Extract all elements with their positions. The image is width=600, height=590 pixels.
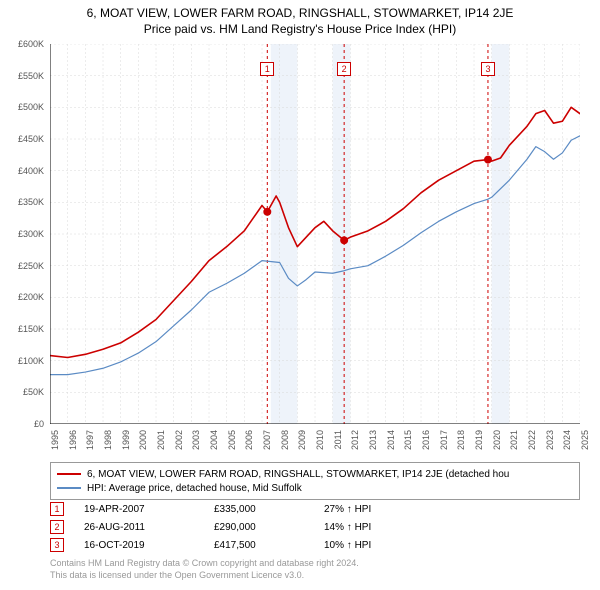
footer-line1: Contains HM Land Registry data © Crown c… — [50, 558, 359, 570]
chart-svg — [50, 44, 580, 424]
legend-row: HPI: Average price, detached house, Mid … — [57, 481, 573, 495]
legend-label: 6, MOAT VIEW, LOWER FARM ROAD, RINGSHALL… — [87, 469, 509, 480]
chart-container: 6, MOAT VIEW, LOWER FARM ROAD, RINGSHALL… — [0, 0, 600, 590]
x-axis-labels: 1995 1996 1997 1998 1999 2000 2001 2002 2003 2004… — [50, 426, 580, 466]
event-row: 2 26-AUG-2011£290,00014% ↑ HPI — [50, 518, 580, 536]
event-date: 16-OCT-2019 — [84, 540, 214, 551]
x-tick-label: 2020 — [492, 430, 502, 450]
footer: Contains HM Land Registry data © Crown c… — [50, 558, 359, 581]
x-tick-label: 1996 — [68, 430, 78, 450]
event-date: 26-AUG-2011 — [84, 522, 214, 533]
event-number: 1 — [50, 502, 64, 516]
x-tick-label: 2001 — [156, 430, 166, 450]
y-tick-label: £350K — [18, 197, 44, 207]
title-main: 6, MOAT VIEW, LOWER FARM ROAD, RINGSHALL… — [10, 6, 590, 20]
y-tick-label: £500K — [18, 102, 44, 112]
y-tick-label: £550K — [18, 71, 44, 81]
legend-swatch — [57, 487, 81, 489]
x-tick-label: 2024 — [562, 430, 572, 450]
y-tick-label: £100K — [18, 356, 44, 366]
legend-row: 6, MOAT VIEW, LOWER FARM ROAD, RINGSHALL… — [57, 467, 573, 481]
y-tick-label: £200K — [18, 292, 44, 302]
event-price: £290,000 — [214, 522, 324, 533]
y-tick-label: £250K — [18, 261, 44, 271]
title-sub: Price paid vs. HM Land Registry's House … — [10, 22, 590, 36]
event-callout: 1 — [260, 62, 274, 76]
y-tick-label: £0 — [34, 419, 44, 429]
x-tick-label: 1998 — [103, 430, 113, 450]
legend: 6, MOAT VIEW, LOWER FARM ROAD, RINGSHALL… — [50, 462, 580, 500]
x-tick-label: 2005 — [227, 430, 237, 450]
x-tick-label: 2006 — [244, 430, 254, 450]
x-tick-label: 2008 — [280, 430, 290, 450]
x-tick-label: 2021 — [509, 430, 519, 450]
event-date: 19-APR-2007 — [84, 504, 214, 515]
x-tick-label: 2009 — [297, 430, 307, 450]
y-tick-label: £300K — [18, 229, 44, 239]
x-tick-label: 1999 — [121, 430, 131, 450]
x-tick-label: 2010 — [315, 430, 325, 450]
x-tick-label: 2007 — [262, 430, 272, 450]
x-tick-label: 2017 — [439, 430, 449, 450]
x-tick-label: 2003 — [191, 430, 201, 450]
event-hpi: 27% ↑ HPI — [324, 504, 371, 515]
legend-swatch — [57, 473, 81, 475]
x-tick-label: 2019 — [474, 430, 484, 450]
y-tick-label: £450K — [18, 134, 44, 144]
event-callout: 3 — [481, 62, 495, 76]
x-tick-label: 2002 — [174, 430, 184, 450]
legend-label: HPI: Average price, detached house, Mid … — [87, 483, 302, 494]
x-tick-label: 2018 — [456, 430, 466, 450]
x-tick-label: 2004 — [209, 430, 219, 450]
event-callout: 2 — [337, 62, 351, 76]
chart-area: 1 2 3 — [50, 44, 580, 424]
event-number: 3 — [50, 538, 64, 552]
x-tick-label: 2025 — [580, 430, 590, 450]
x-tick-label: 2013 — [368, 430, 378, 450]
y-axis-labels: £0£50K£100K£150K£200K£250K£300K£350K£400… — [0, 44, 48, 424]
events-table: 1 19-APR-2007£335,00027% ↑ HPI 2 26-AUG-201… — [50, 500, 580, 554]
footer-line2: This data is licensed under the Open Gov… — [50, 570, 359, 582]
y-tick-label: £600K — [18, 39, 44, 49]
event-hpi: 14% ↑ HPI — [324, 522, 371, 533]
event-row: 3 16-OCT-2019£417,50010% ↑ HPI — [50, 536, 580, 554]
event-price: £335,000 — [214, 504, 324, 515]
event-hpi: 10% ↑ HPI — [324, 540, 371, 551]
title-block: 6, MOAT VIEW, LOWER FARM ROAD, RINGSHALL… — [0, 0, 600, 38]
x-tick-label: 2015 — [403, 430, 413, 450]
x-tick-label: 2012 — [350, 430, 360, 450]
x-tick-label: 2016 — [421, 430, 431, 450]
x-tick-label: 2022 — [527, 430, 537, 450]
event-number: 2 — [50, 520, 64, 534]
x-tick-label: 1995 — [50, 430, 60, 450]
x-tick-label: 2014 — [386, 430, 396, 450]
y-tick-label: £400K — [18, 166, 44, 176]
x-tick-label: 2011 — [333, 430, 343, 449]
event-price: £417,500 — [214, 540, 324, 551]
event-row: 1 19-APR-2007£335,00027% ↑ HPI — [50, 500, 580, 518]
x-tick-label: 2023 — [545, 430, 555, 450]
y-tick-label: £150K — [18, 324, 44, 334]
y-tick-label: £50K — [23, 387, 44, 397]
x-tick-label: 2000 — [138, 430, 148, 450]
x-tick-label: 1997 — [85, 430, 95, 450]
